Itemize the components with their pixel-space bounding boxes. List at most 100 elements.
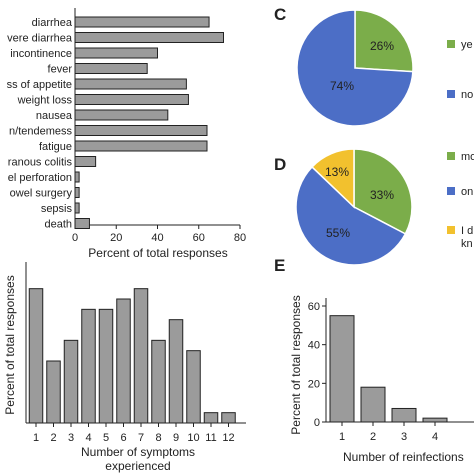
chart-a-category-label: nausea — [36, 110, 73, 122]
chart-a-bar — [74, 109, 169, 121]
chart-d-legend-swatch — [447, 226, 455, 234]
chart-a-category-label: fever — [48, 64, 73, 76]
chart-a-bar — [74, 47, 158, 59]
chart-b-x-tick-label: 10 — [187, 432, 199, 444]
chart-b-y-axis-title: Percent of total responses — [3, 275, 17, 414]
chart-a-x-tick-label: 80 — [234, 232, 246, 244]
chart-d-legend-swatch — [447, 152, 455, 160]
chart-a-bar — [74, 78, 187, 90]
chart-a-category-label: incontinence — [10, 48, 72, 60]
chart-a-symptoms-bar: diarrhea vere diarrhea incontinence fever ss… — [7, 8, 246, 260]
chart-d-legend-label: I d — [461, 225, 473, 237]
chart-a-bar — [74, 16, 210, 28]
chart-c-legend-label: no — [461, 89, 473, 101]
chart-b-x-tick-label: 7 — [138, 432, 144, 444]
chart-a-category-label: fatigue — [39, 141, 72, 153]
chart-e-bar — [329, 315, 355, 423]
chart-e-y-tick-label: 0 — [314, 417, 320, 429]
chart-c-pie: 26% 74% ye no — [296, 9, 473, 127]
chart-a-category-label: weight loss — [17, 95, 73, 107]
chart-b-bar — [203, 412, 219, 424]
chart-b-bar — [81, 308, 96, 424]
panel-letter-d: D — [274, 155, 286, 174]
chart-c-slice-label: 26% — [370, 39, 394, 53]
chart-e-x-tick-label: 2 — [370, 431, 376, 443]
chart-b-x-tick-label: 2 — [50, 432, 56, 444]
chart-a-x-tick-label: 20 — [110, 232, 122, 244]
chart-e-bar — [391, 407, 417, 423]
chart-b-bar — [116, 298, 131, 424]
chart-c-legend-swatch — [447, 90, 455, 98]
chart-c-slice — [296, 9, 414, 127]
chart-a-category-label: ranous colitis — [8, 157, 73, 169]
chart-b-bar — [186, 350, 201, 424]
chart-c-slice — [354, 9, 414, 73]
chart-b-bar — [98, 308, 114, 424]
chart-e-reinfections-bar: 0 20 40 60 1 2 3 4 Percent of total responses Num… — [289, 295, 474, 464]
chart-d-legend-label-line2: kn — [461, 238, 473, 250]
chart-a-category-label: el perforation — [8, 172, 72, 184]
chart-e-x-axis-title: Number of reinfections — [343, 450, 464, 464]
chart-a-category-label: diarrhea — [32, 17, 73, 29]
chart-a-bar — [74, 140, 208, 152]
chart-b-x-tick-label: 4 — [85, 432, 91, 444]
chart-e-bar — [360, 386, 386, 423]
chart-d-legend-label: mo — [461, 151, 474, 163]
chart-b-x-tick-label: 5 — [103, 432, 109, 444]
chart-e-y-tick-label: 20 — [308, 378, 320, 390]
chart-a-x-tick-label: 0 — [72, 232, 78, 244]
chart-d-slice-label: 13% — [325, 165, 349, 179]
chart-b-bar — [133, 288, 149, 424]
chart-c-legend-swatch — [447, 40, 455, 48]
chart-b-x-axis-title-line1: Number of symptoms — [81, 445, 195, 459]
chart-a-x-tick-label: 40 — [151, 232, 163, 244]
chart-d-slice-label: 33% — [370, 188, 394, 202]
chart-a-bar — [74, 94, 189, 105]
chart-b-x-tick-label: 6 — [120, 432, 126, 444]
chart-a-category-label: owel surgery — [10, 188, 73, 200]
chart-a-category-label: vere diarrhea — [7, 33, 73, 45]
chart-c-legend-label: ye — [461, 39, 473, 51]
chart-e-y-tick-label: 60 — [308, 301, 320, 313]
chart-b-bar — [168, 319, 184, 424]
chart-a-bar — [74, 32, 224, 43]
chart-b-x-tick-label: 9 — [173, 432, 179, 444]
chart-d-slice — [353, 148, 413, 235]
chart-b-bar — [221, 412, 236, 424]
chart-e-y-tick-label: 40 — [308, 340, 320, 352]
chart-d-pie: 33% 55% 13% mo on I dkn — [295, 148, 474, 266]
chart-a-bar — [74, 218, 90, 229]
chart-d-legend-label: on — [461, 186, 473, 198]
chart-b-x-axis-title-line2: experienced — [105, 459, 170, 473]
chart-b-bar — [46, 360, 61, 424]
chart-d-slice-label: 55% — [326, 226, 350, 240]
chart-b-bar — [63, 339, 79, 424]
chart-b-x-tick-label: 8 — [155, 432, 161, 444]
chart-e-x-tick-label: 3 — [401, 431, 407, 443]
chart-b-x-tick-label: 11 — [205, 432, 216, 444]
chart-a-x-tick-label: 60 — [193, 232, 205, 244]
chart-b-x-tick-label: 1 — [33, 432, 39, 444]
chart-a-bar — [74, 63, 148, 74]
chart-e-x-tick-label: 1 — [339, 431, 345, 443]
chart-d-slice — [295, 165, 407, 266]
panel-letter-e: E — [274, 256, 285, 275]
chart-c-slice-label: 74% — [330, 79, 354, 93]
chart-a-category-label: n/tendemess — [9, 126, 72, 138]
chart-e-bar — [422, 417, 448, 423]
chart-b-bar — [28, 288, 44, 424]
chart-b-bar — [151, 339, 166, 424]
chart-e-x-tick-label: 4 — [432, 431, 438, 443]
chart-a-bar — [74, 156, 97, 167]
chart-a-bar — [74, 202, 80, 214]
chart-a-bar — [74, 125, 208, 136]
chart-e-y-axis-title: Percent of total responses — [289, 295, 303, 434]
panel-letter-c: C — [274, 5, 286, 24]
chart-a-category-label: ss of appetite — [7, 79, 72, 91]
chart-b-x-tick-label: 12 — [222, 432, 234, 444]
chart-d-slice — [310, 148, 355, 209]
chart-b-x-tick-label: 3 — [68, 432, 74, 444]
chart-a-bar — [74, 187, 80, 198]
